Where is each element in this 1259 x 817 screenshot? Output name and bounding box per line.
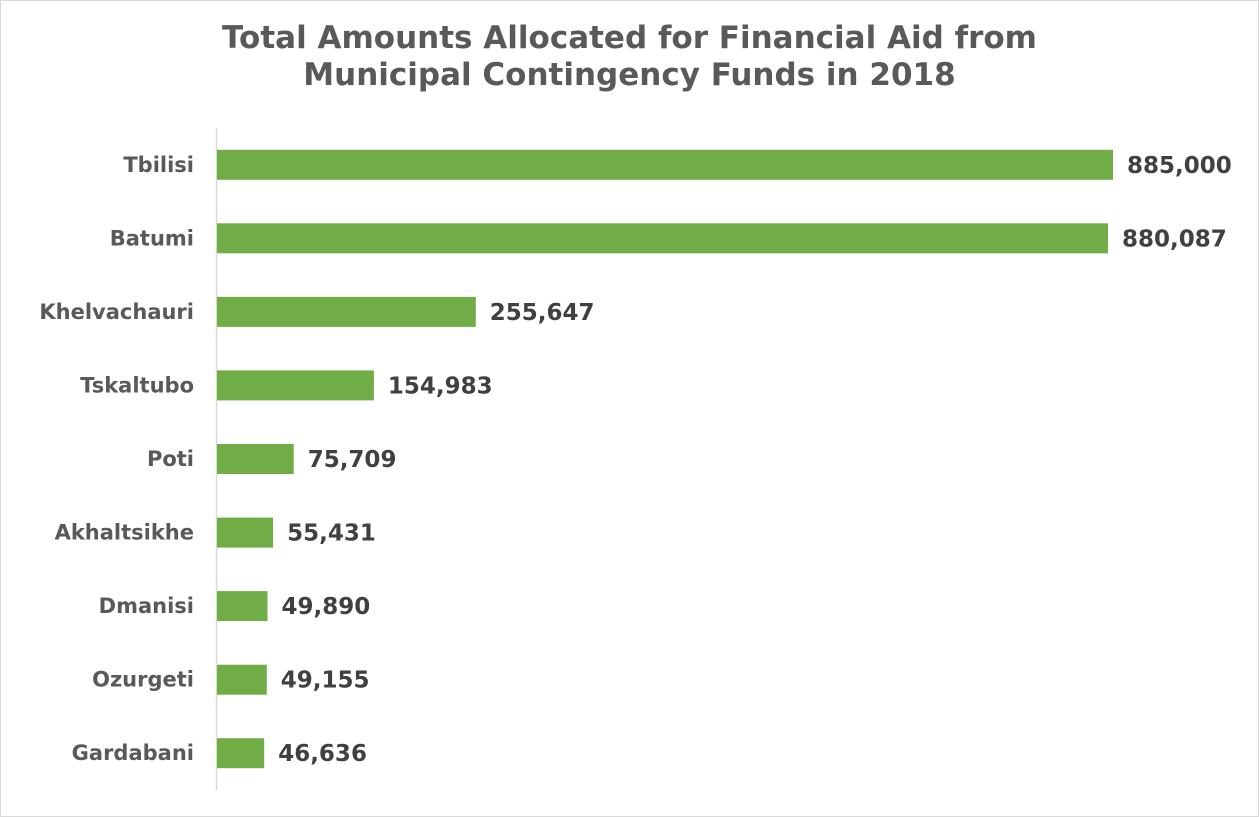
chart-title: Total Amounts Allocated for Financial Ai… <box>0 20 1259 94</box>
value-label-poti: 75,709 <box>308 447 397 473</box>
bar-gardabani <box>217 738 265 769</box>
category-label-batumi: Batumi <box>110 226 194 250</box>
bar-khelvachauri <box>217 296 476 327</box>
category-label-poti: Poti <box>147 447 194 471</box>
category-label-gardabani: Gardabani <box>72 741 194 765</box>
value-label-dmanisi: 49,890 <box>282 594 371 620</box>
category-label-dmanisi: Dmanisi <box>99 594 194 618</box>
category-label-tskaltubo: Tskaltubo <box>80 373 194 397</box>
bar-tskaltubo <box>217 370 374 401</box>
value-label-akhaltsikhe: 55,431 <box>287 521 376 547</box>
chart-title-line-1: Total Amounts Allocated for Financial Ai… <box>222 20 1037 56</box>
category-label-tbilisi: Tbilisi <box>123 153 194 177</box>
value-label-gardabani: 46,636 <box>278 741 367 767</box>
category-label-khelvachauri: Khelvachauri <box>39 300 194 324</box>
category-label-ozurgeti: Ozurgeti <box>92 668 194 692</box>
value-label-khelvachauri: 255,647 <box>490 300 595 326</box>
value-label-batumi: 880,087 <box>1122 226 1227 252</box>
value-label-ozurgeti: 49,155 <box>281 668 370 694</box>
value-label-tskaltubo: 154,983 <box>388 373 493 399</box>
value-label-tbilisi: 885,000 <box>1127 153 1232 179</box>
category-label-akhaltsikhe: Akhaltsikhe <box>55 521 194 545</box>
bar-tbilisi <box>217 149 1113 180</box>
bars-layer <box>217 149 1113 769</box>
chart-title-line-2: Municipal Contingency Funds in 2018 <box>303 57 956 93</box>
bar-dmanisi <box>217 591 268 622</box>
value-labels: 885,000 880,087 255,647 154,983 75,709 55,431… <box>278 153 1232 767</box>
category-labels: Tbilisi Batumi Khelvachauri Tskaltubo Poti Ak… <box>39 153 194 765</box>
bar-batumi <box>217 223 1108 254</box>
bar-poti <box>217 444 294 474</box>
bar-ozurgeti <box>217 664 267 695</box>
bar-akhaltsikhe <box>217 517 274 548</box>
